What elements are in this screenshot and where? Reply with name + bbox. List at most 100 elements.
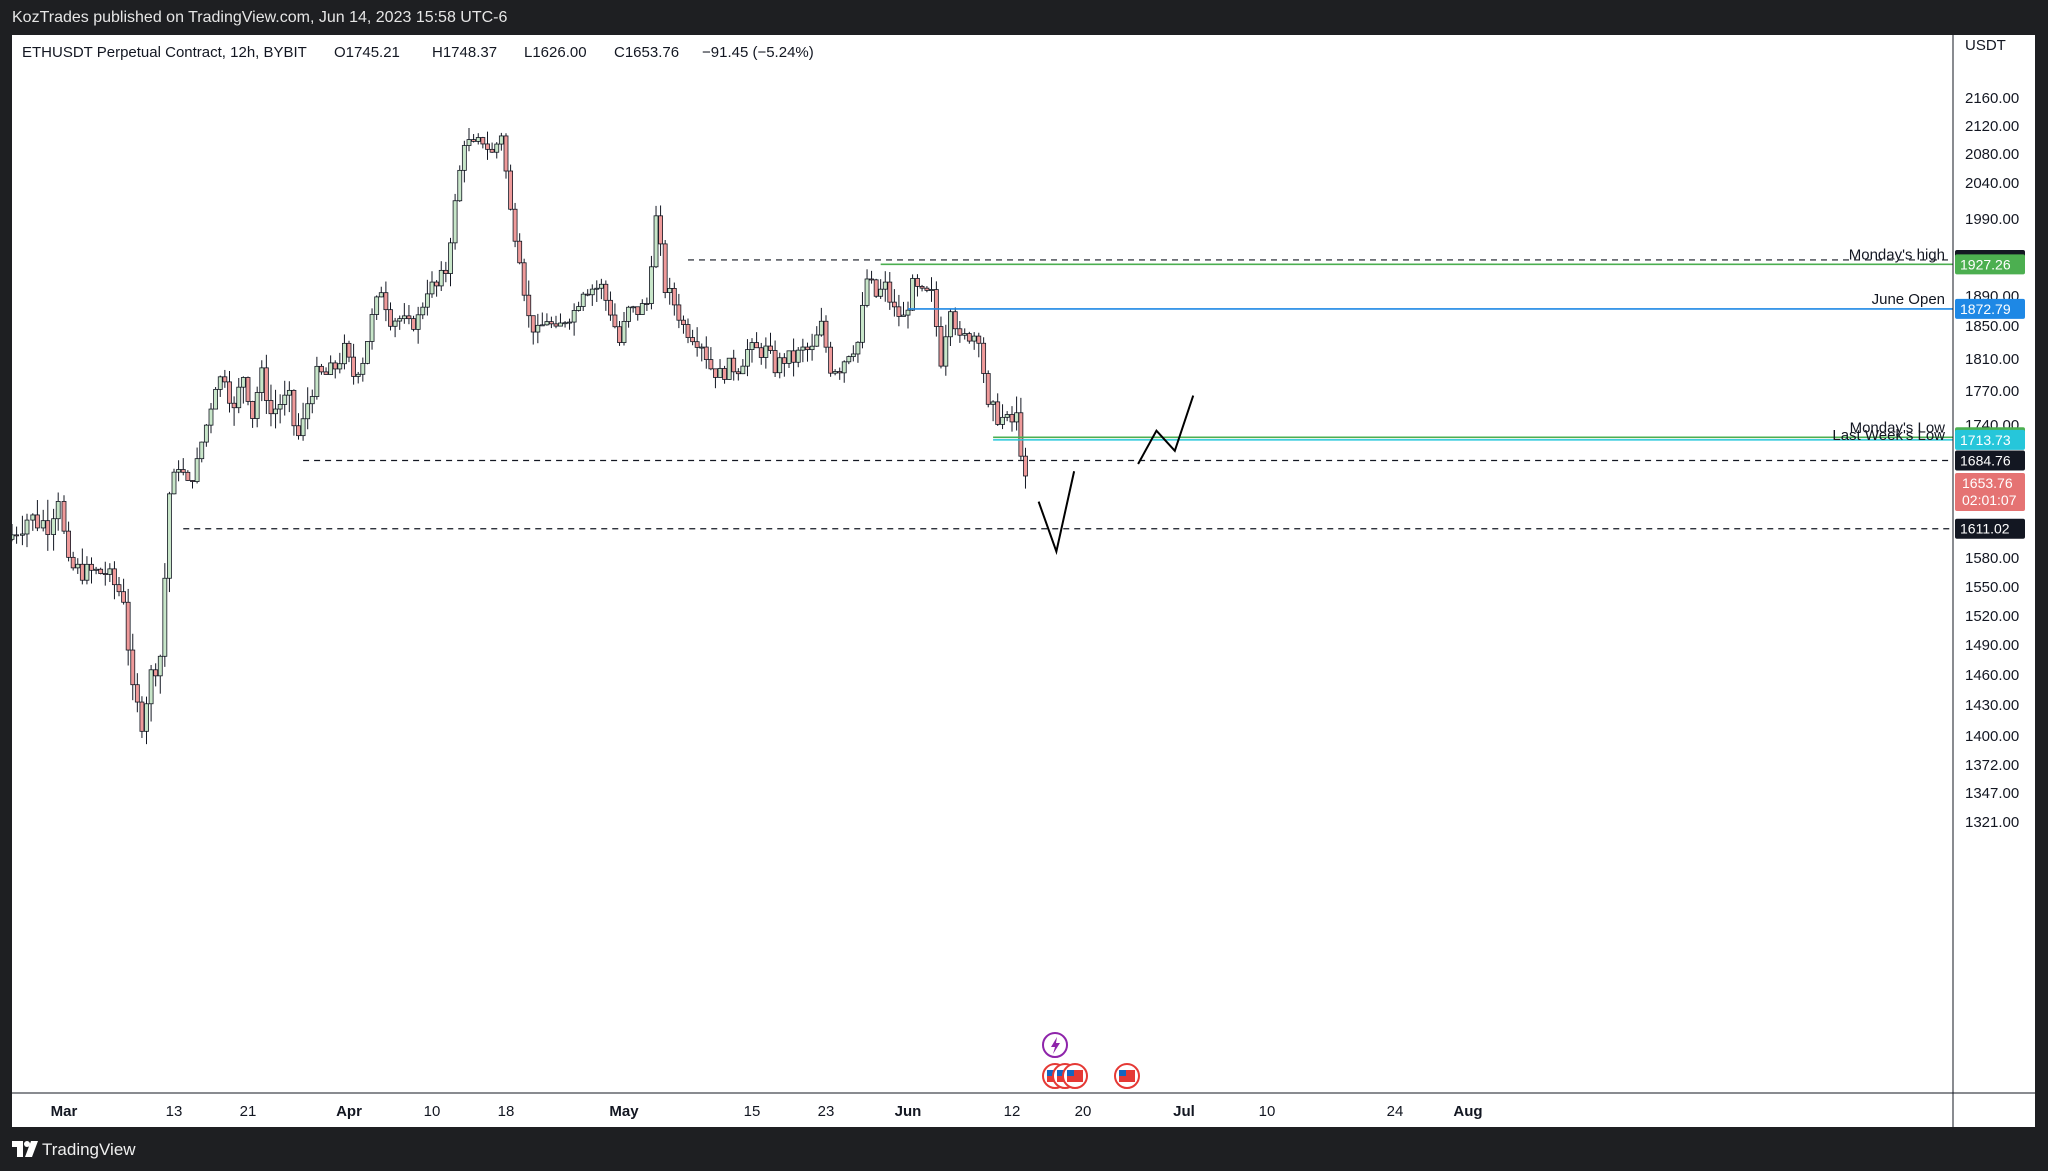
candle — [962, 328, 968, 340]
candle — [250, 400, 256, 428]
candle — [319, 363, 324, 375]
current-price-badge — [1955, 473, 2025, 512]
candle — [512, 202, 518, 248]
time-axis[interactable]: Mar 13 21 Apr 10 18 May 15 23 Jun 12 20 Jul 10 24 Aug — [51, 1103, 1483, 1120]
candle — [70, 551, 76, 571]
candle — [589, 284, 595, 306]
candle — [809, 333, 815, 361]
candle — [985, 370, 991, 408]
footer-brand[interactable]: TradingView — [42, 1140, 136, 1159]
candle-body — [443, 269, 449, 274]
candle — [475, 133, 481, 145]
candle — [457, 165, 463, 202]
time-tick-label: 10 — [1259, 1103, 1276, 1120]
candle — [259, 360, 265, 402]
candle — [296, 413, 301, 440]
candle — [355, 371, 361, 384]
candle — [291, 389, 297, 436]
candle-body — [873, 279, 879, 297]
candle — [217, 375, 223, 397]
chart-panel[interactable]: Monday's high June Open Monday's Low Last W… — [12, 35, 2035, 1127]
projection-drawing — [1037, 471, 1076, 556]
candle — [1018, 397, 1024, 460]
us-flag-event-icon[interactable] — [1062, 1063, 1088, 1089]
candle-body — [589, 288, 595, 296]
candle-body — [332, 362, 338, 370]
candle-body — [342, 342, 347, 365]
candle — [896, 294, 902, 327]
candle-body — [245, 377, 251, 402]
candle — [480, 136, 486, 149]
candle-body — [171, 471, 177, 495]
candle-body — [763, 345, 769, 358]
candle — [553, 315, 559, 329]
candle — [498, 132, 504, 151]
candle — [66, 521, 71, 562]
candle — [603, 280, 609, 311]
level-label: Last Week's Low — [1832, 427, 1945, 444]
candle — [850, 345, 856, 362]
candle — [726, 357, 732, 380]
candle-body — [217, 376, 223, 390]
candle — [891, 289, 897, 317]
price-tick-label: 1347.00 — [1965, 785, 2019, 802]
candle — [466, 127, 472, 152]
events-layer[interactable] — [1042, 1032, 1140, 1089]
candle-body — [971, 335, 977, 342]
candle-body — [351, 356, 357, 377]
candle — [185, 470, 191, 481]
level-price-badge — [1955, 298, 2025, 319]
level-price-badge-text: 1611.02 — [1960, 521, 2010, 537]
candle — [323, 367, 329, 375]
candle-body — [681, 319, 686, 325]
us-flag-event-icon[interactable] — [1114, 1063, 1140, 1089]
candle-body — [828, 346, 833, 374]
candle — [915, 274, 920, 297]
candle-body — [943, 336, 949, 367]
time-tick-label: Jul — [1173, 1103, 1195, 1120]
candle-body — [296, 425, 301, 437]
candle-body — [910, 278, 915, 311]
candle-body — [567, 321, 572, 324]
tradingview-logo-icon[interactable] — [12, 1141, 38, 1157]
candle-body — [452, 200, 458, 244]
candle-body — [981, 342, 987, 374]
candle-body — [346, 342, 352, 358]
lightning-bolt — [1051, 1037, 1060, 1054]
candle — [805, 342, 810, 362]
candle-body — [639, 303, 645, 315]
candle-body — [176, 469, 182, 473]
candle-body — [891, 301, 897, 308]
candle-body — [521, 262, 527, 296]
candle — [411, 315, 416, 332]
candle-body — [781, 357, 787, 364]
price-tick-label: 1490.00 — [1965, 637, 2019, 654]
candle — [976, 332, 982, 358]
candle-body — [726, 357, 732, 380]
price-tick-label: 1430.00 — [1965, 697, 2019, 714]
candle — [929, 277, 934, 302]
candle-body — [259, 367, 265, 393]
candle — [639, 299, 645, 315]
candle — [745, 339, 750, 377]
candle-body — [406, 315, 412, 320]
candle-body — [966, 333, 972, 342]
currency-label: USDT — [1965, 37, 2006, 54]
candle-body — [485, 143, 490, 150]
candle-body — [112, 568, 117, 586]
lightning-event-icon[interactable] — [1042, 1032, 1068, 1058]
candle-body — [530, 315, 536, 333]
time-tick-label: 21 — [240, 1103, 257, 1120]
candle — [758, 342, 764, 365]
candle-body — [713, 368, 718, 378]
candle-body — [102, 573, 108, 575]
candle — [690, 329, 695, 346]
candle — [717, 359, 723, 378]
candle — [676, 293, 682, 329]
candle — [190, 480, 195, 489]
candle — [653, 205, 659, 269]
level-label: Monday's high — [1849, 246, 1945, 263]
candle-body — [985, 373, 991, 405]
candle-body — [1014, 412, 1019, 423]
